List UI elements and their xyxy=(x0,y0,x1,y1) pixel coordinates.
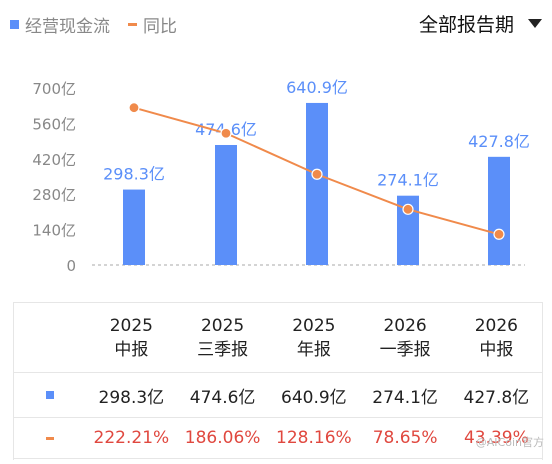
table-row-cash-flow: 298.3亿 474.6亿 640.9亿 274.1亿 427.8亿 xyxy=(14,373,542,418)
bar[interactable] xyxy=(215,145,237,265)
table-cell: 128.16% xyxy=(268,428,359,448)
row-yoy-swatch xyxy=(14,437,86,440)
table-cell: 186.06% xyxy=(177,428,268,448)
y-tick-label: 700亿 xyxy=(32,80,76,98)
table-header-cell: 2025 三季报 xyxy=(177,314,268,362)
y-tick-label: 280亿 xyxy=(32,186,76,204)
legend-bar-label: 经营现金流 xyxy=(25,12,110,37)
table-cell: 640.9亿 xyxy=(268,383,359,408)
yoy-point[interactable] xyxy=(403,204,413,214)
yoy-point[interactable] xyxy=(221,128,231,138)
table-header-cell: 2025 中报 xyxy=(86,314,177,362)
watermark: @AICoin官方 xyxy=(476,434,544,450)
bar[interactable] xyxy=(306,103,328,265)
legend-item-yoy[interactable]: 同比 xyxy=(128,12,177,37)
y-tick-label: 420亿 xyxy=(32,151,76,169)
table-cell: 78.65% xyxy=(359,428,450,448)
legend-item-cash-flow[interactable]: 经营现金流 xyxy=(10,12,110,37)
yoy-point[interactable] xyxy=(129,103,139,113)
y-tick-label: 560亿 xyxy=(32,115,76,133)
legend-line-swatch xyxy=(128,23,137,26)
bar-value-label: 298.3亿 xyxy=(103,165,165,184)
table-cell: 274.1亿 xyxy=(359,383,450,408)
caret-down-icon xyxy=(528,19,542,28)
period-selector[interactable]: 全部报告期 xyxy=(419,10,542,37)
row-cash-flow-swatch xyxy=(14,391,86,399)
bar[interactable] xyxy=(123,190,145,265)
y-tick-label: 0 xyxy=(66,257,76,275)
table-row-yoy: 222.21% 186.06% 128.16% 78.65% 43.39% xyxy=(14,418,542,459)
table-cell: 222.21% xyxy=(86,428,177,448)
y-tick-label: 140亿 xyxy=(32,222,76,240)
table-header-cell: 2026 中报 xyxy=(451,314,542,362)
table-header-cell: 2026 一季报 xyxy=(359,314,450,362)
table-header-cell: 2025 年报 xyxy=(268,314,359,362)
data-table: 2025 中报 2025 三季报 2025 年报 2026 一季报 2026 中报 298… xyxy=(13,302,543,460)
bar-value-label: 274.1亿 xyxy=(377,171,439,190)
table-cell: 427.8亿 xyxy=(451,383,542,408)
period-selector-label: 全部报告期 xyxy=(419,10,514,37)
table-cell: 298.3亿 xyxy=(86,383,177,408)
bar-value-label: 427.8亿 xyxy=(468,132,530,151)
table-cell: 474.6亿 xyxy=(177,383,268,408)
yoy-point[interactable] xyxy=(494,229,504,239)
table-header-row: 2025 中报 2025 三季报 2025 年报 2026 一季报 2026 中报 xyxy=(14,303,542,373)
legend-bar-swatch xyxy=(10,20,19,29)
bar[interactable] xyxy=(488,157,510,265)
legend-line-label: 同比 xyxy=(143,12,177,37)
legend: 经营现金流 同比 xyxy=(10,12,177,37)
bar-value-label: 640.9亿 xyxy=(286,78,348,97)
yoy-point[interactable] xyxy=(312,169,322,179)
